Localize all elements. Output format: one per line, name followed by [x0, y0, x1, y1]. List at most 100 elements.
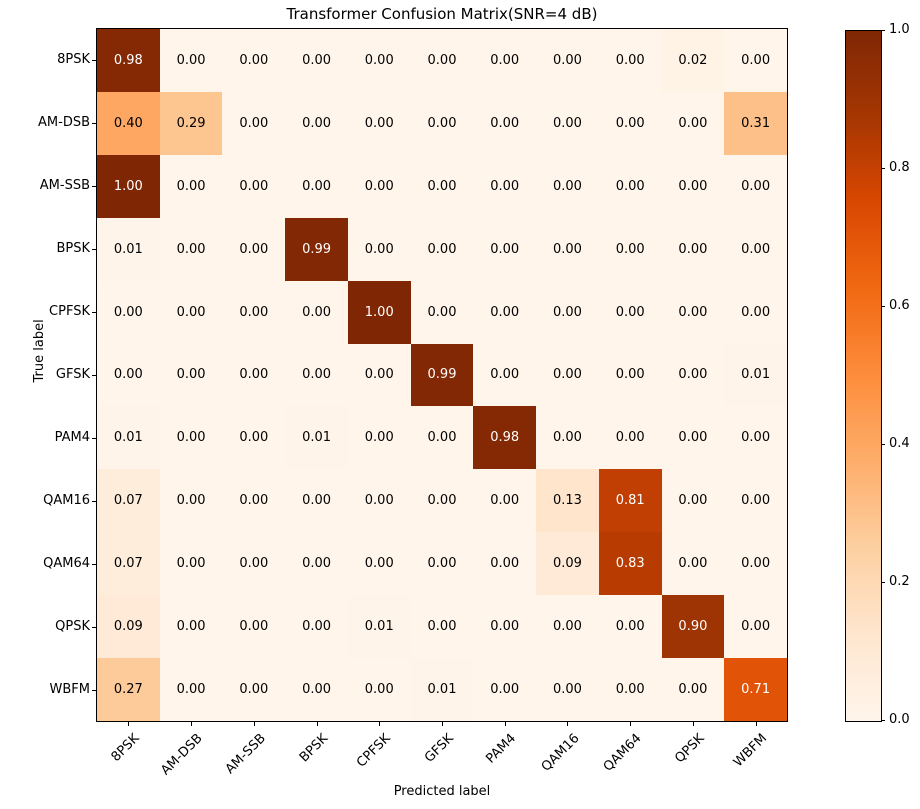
x-tick-label-AM-DSB: AM-DSB [143, 727, 205, 778]
heatmap-cell-QPSK-QAM16: 0.00 [536, 595, 599, 659]
heatmap-cell-QPSK-QPSK: 0.90 [661, 595, 725, 659]
y-tick-mark [92, 312, 96, 313]
x-axis-label: Predicted label [393, 784, 491, 799]
heatmap-cell-AM-SSB-WBFM: 0.00 [724, 154, 787, 218]
y-tick-label-AM-DSB: AM-DSB [38, 115, 90, 131]
heatmap-cell-BPSK-QAM16: 0.00 [536, 217, 599, 281]
y-tick-mark [92, 564, 96, 565]
x-tick-mark [567, 722, 568, 726]
heatmap-cell-AM-DSB-PAM4: 0.00 [473, 91, 537, 155]
y-tick-label-BPSK: BPSK [56, 241, 90, 257]
heatmap-cell-PAM4-AM-DSB: 0.00 [159, 406, 223, 470]
y-tick-mark [92, 186, 96, 187]
heatmap-cell-BPSK-WBFM: 0.00 [724, 217, 787, 281]
heatmap-cell-GFSK-8PSK: 0.00 [97, 343, 160, 407]
heatmap-cell-QAM64-AM-DSB: 0.00 [159, 532, 223, 596]
colorbar-tick-label-0.6: 0.6 [889, 298, 910, 313]
colorbar-tick-mark [881, 306, 885, 307]
heatmap-cell-CPFSK-QPSK: 0.00 [661, 280, 725, 344]
heatmap-cell-CPFSK-QAM64: 0.00 [598, 280, 662, 344]
heatmap-cell-QAM64-PAM4: 0.00 [473, 532, 537, 596]
x-tick-label-BPSK: BPSK [287, 727, 331, 765]
y-tick-label-QPSK: QPSK [55, 618, 90, 634]
heatmap-cell-AM-DSB-QAM64: 0.00 [598, 91, 662, 155]
heatmap-cell-WBFM-AM-DSB: 0.00 [159, 658, 223, 721]
heatmap-cell-BPSK-QAM64: 0.00 [598, 217, 662, 281]
heatmap-cell-BPSK-BPSK: 0.99 [285, 217, 348, 281]
heatmap-cell-BPSK-QPSK: 0.00 [661, 217, 725, 281]
heatmap-cell-GFSK-GFSK: 0.99 [410, 343, 474, 407]
y-tick-mark [92, 438, 96, 439]
heatmap-cell-AM-DSB-BPSK: 0.00 [285, 91, 348, 155]
colorbar-tick-label-1.0: 1.0 [889, 22, 910, 37]
heatmap-cell-8PSK-QPSK: 0.02 [661, 29, 725, 92]
x-tick-label-text: 8PSK [109, 731, 143, 765]
heatmap-cell-QAM16-AM-SSB: 0.00 [222, 469, 286, 533]
heatmap-cell-CPFSK-CPFSK: 1.00 [347, 280, 411, 344]
heatmap-cell-8PSK-WBFM: 0.00 [724, 29, 787, 92]
heatmap-cell-QAM64-WBFM: 0.00 [724, 532, 787, 596]
heatmap-cell-AM-SSB-QAM64: 0.00 [598, 154, 662, 218]
heatmap-cell-AM-DSB-AM-DSB: 0.29 [159, 91, 223, 155]
heatmap-cell-QAM64-8PSK: 0.07 [97, 532, 160, 596]
y-tick-mark [92, 123, 96, 124]
heatmap-cell-QAM16-GFSK: 0.00 [410, 469, 474, 533]
heatmap-cell-CPFSK-QAM16: 0.00 [536, 280, 599, 344]
y-tick-mark [92, 249, 96, 250]
x-tick-mark [630, 722, 631, 726]
heatmap-cell-AM-DSB-8PSK: 0.40 [97, 91, 160, 155]
heatmap-cell-BPSK-PAM4: 0.00 [473, 217, 537, 281]
heatmap-cell-QPSK-GFSK: 0.00 [410, 595, 474, 659]
heatmap-grid: 0.98 0.00 0.00 0.00 0.00 0.00 0.00 0.00 0.00 0.02… [96, 28, 788, 722]
heatmap-cell-CPFSK-BPSK: 0.00 [285, 280, 348, 344]
heatmap-cell-PAM4-CPFSK: 0.00 [347, 406, 411, 470]
heatmap-cell-PAM4-WBFM: 0.00 [724, 406, 787, 470]
heatmap-cell-8PSK-PAM4: 0.00 [473, 29, 537, 92]
heatmap-cell-AM-DSB-QAM16: 0.00 [536, 91, 599, 155]
heatmap-cell-GFSK-PAM4: 0.00 [473, 343, 537, 407]
heatmap-cell-GFSK-AM-DSB: 0.00 [159, 343, 223, 407]
heatmap-cell-CPFSK-8PSK: 0.00 [97, 280, 160, 344]
y-axis-label: True label [32, 319, 48, 383]
y-tick-mark [92, 60, 96, 61]
heatmap-cell-WBFM-PAM4: 0.00 [473, 658, 537, 721]
heatmap-cell-QAM16-BPSK: 0.00 [285, 469, 348, 533]
heatmap-cell-AM-SSB-PAM4: 0.00 [473, 154, 537, 218]
heatmap-cell-QAM16-PAM4: 0.00 [473, 469, 537, 533]
heatmap-cell-QAM16-QPSK: 0.00 [661, 469, 725, 533]
heatmap-cell-PAM4-GFSK: 0.00 [410, 406, 474, 470]
y-tick-label-8PSK: 8PSK [57, 52, 90, 68]
colorbar-tick-mark [881, 168, 885, 169]
heatmap-cell-8PSK-QAM64: 0.00 [598, 29, 662, 92]
heatmap-cell-GFSK-BPSK: 0.00 [285, 343, 348, 407]
heatmap-cell-CPFSK-AM-DSB: 0.00 [159, 280, 223, 344]
y-tick-label-QAM64: QAM64 [43, 555, 90, 571]
heatmap-cell-QPSK-CPFSK: 0.01 [347, 595, 411, 659]
heatmap-cell-AM-DSB-CPFSK: 0.00 [347, 91, 411, 155]
heatmap-cell-8PSK-CPFSK: 0.00 [347, 29, 411, 92]
heatmap-cell-WBFM-WBFM: 0.71 [724, 658, 787, 721]
heatmap-cell-PAM4-8PSK: 0.01 [97, 406, 160, 470]
heatmap-cell-QAM64-GFSK: 0.00 [410, 532, 474, 596]
y-tick-mark [92, 501, 96, 502]
heatmap-cell-WBFM-QPSK: 0.00 [661, 658, 725, 721]
heatmap-cell-WBFM-QAM16: 0.00 [536, 658, 599, 721]
heatmap-cell-BPSK-CPFSK: 0.00 [347, 217, 411, 281]
heatmap-cell-AM-SSB-QPSK: 0.00 [661, 154, 725, 218]
x-tick-label-AM-SSB: AM-SSB [208, 727, 268, 777]
x-tick-mark [128, 722, 129, 726]
heatmap-cell-BPSK-8PSK: 0.01 [97, 217, 160, 281]
colorbar-tick-mark [881, 582, 885, 583]
x-tick-label-text: QAM64 [601, 731, 645, 775]
y-tick-label-AM-SSB: AM-SSB [39, 178, 90, 194]
y-tick-label-CPFSK: CPFSK [49, 304, 90, 320]
heatmap-cell-PAM4-PAM4: 0.98 [473, 406, 537, 470]
heatmap-cell-AM-SSB-CPFSK: 0.00 [347, 154, 411, 218]
heatmap-cell-WBFM-BPSK: 0.00 [285, 658, 348, 721]
y-tick-mark [92, 690, 96, 691]
heatmap-cell-AM-SSB-GFSK: 0.00 [410, 154, 474, 218]
y-tick-label-PAM4: PAM4 [54, 429, 90, 445]
heatmap-cell-WBFM-CPFSK: 0.00 [347, 658, 411, 721]
x-tick-mark [379, 722, 380, 726]
